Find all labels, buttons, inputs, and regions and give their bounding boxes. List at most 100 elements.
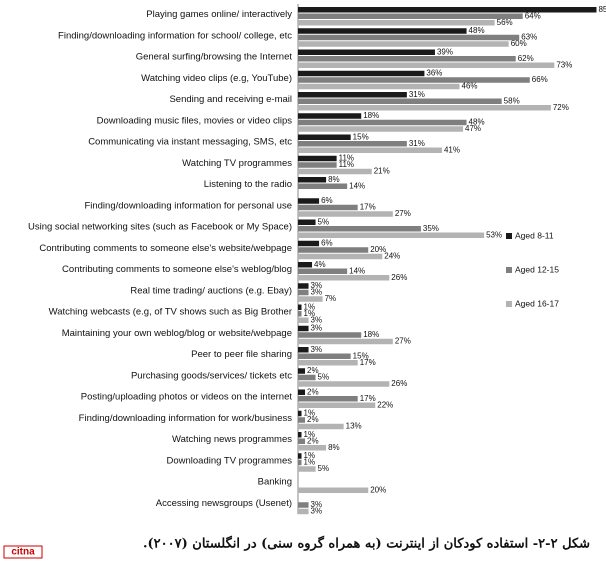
value-label: 2% bbox=[307, 387, 319, 396]
category-label: Finding/downloading information for pers… bbox=[84, 200, 292, 211]
bar bbox=[298, 332, 362, 338]
value-label: 2% bbox=[307, 415, 319, 424]
category-label: Maintaining your own weblog/blog or webs… bbox=[62, 328, 292, 339]
category-label: Finding/downloading information for work… bbox=[79, 413, 293, 424]
bar bbox=[298, 247, 369, 253]
bar bbox=[298, 134, 351, 140]
value-label: 35% bbox=[423, 224, 439, 233]
value-label: 15% bbox=[353, 132, 369, 141]
bar bbox=[298, 502, 309, 508]
value-label: 85% bbox=[598, 5, 606, 14]
value-label: 62% bbox=[518, 54, 534, 63]
value-label: 72% bbox=[553, 103, 569, 112]
bar bbox=[298, 275, 390, 281]
value-label: 11% bbox=[339, 160, 354, 169]
bar bbox=[298, 204, 358, 211]
value-label: 41% bbox=[444, 145, 460, 154]
bar bbox=[298, 396, 358, 402]
value-label: 17% bbox=[360, 203, 376, 212]
bar bbox=[298, 487, 369, 493]
value-label: 3% bbox=[311, 345, 323, 354]
value-label: 1% bbox=[304, 409, 316, 418]
logo: citna bbox=[11, 547, 35, 558]
value-label: 26% bbox=[391, 273, 407, 282]
value-label: 5% bbox=[318, 373, 330, 382]
value-label: 31% bbox=[409, 139, 425, 148]
bar bbox=[298, 262, 313, 268]
bar bbox=[298, 353, 351, 359]
bar bbox=[298, 34, 520, 41]
category-label: Sending and receiving e-mail bbox=[169, 94, 292, 105]
bar bbox=[298, 432, 302, 438]
value-label: 56% bbox=[497, 18, 513, 27]
bar bbox=[298, 325, 309, 332]
category-label: General surfing/browsing the Internet bbox=[136, 52, 293, 63]
category-label: Banking bbox=[258, 477, 292, 488]
bar bbox=[298, 126, 464, 132]
category-label: Real time trading/ auctions (e.g. Ebay) bbox=[130, 285, 292, 296]
value-label: 7% bbox=[325, 294, 337, 303]
value-label: 24% bbox=[384, 252, 400, 261]
bar bbox=[298, 347, 309, 353]
bar bbox=[298, 402, 376, 408]
bar bbox=[298, 105, 551, 111]
bar bbox=[298, 168, 372, 175]
value-label: 22% bbox=[377, 400, 393, 409]
value-label: 31% bbox=[409, 90, 425, 99]
value-label: 1% bbox=[304, 302, 316, 311]
value-label: 17% bbox=[360, 394, 376, 403]
value-label: 26% bbox=[391, 379, 407, 388]
value-label: 58% bbox=[504, 96, 520, 105]
bar bbox=[298, 98, 502, 104]
value-label: 3% bbox=[311, 500, 323, 509]
value-label: 48% bbox=[469, 26, 485, 35]
bar bbox=[298, 147, 442, 153]
category-label: Contributing comments to someone else's … bbox=[62, 264, 292, 275]
category-label: Watching news programmes bbox=[172, 434, 292, 445]
category-label: Finding/downloading information for scho… bbox=[58, 30, 292, 41]
category-label: Listening to the radio bbox=[204, 179, 292, 190]
value-label: 3% bbox=[311, 324, 323, 333]
category-label: Posting/uploading photos or videos on th… bbox=[81, 392, 293, 403]
category-label: Using social networking sites (such as F… bbox=[28, 222, 292, 233]
value-label: 3% bbox=[311, 315, 323, 324]
value-label: 14% bbox=[349, 266, 365, 275]
value-label: 20% bbox=[370, 485, 386, 494]
bar bbox=[298, 219, 316, 225]
legend-swatch bbox=[506, 267, 512, 273]
bar bbox=[298, 438, 306, 444]
bar bbox=[298, 368, 306, 374]
bar bbox=[298, 155, 337, 162]
bar bbox=[298, 70, 425, 77]
bar bbox=[298, 28, 467, 34]
bar bbox=[298, 283, 309, 289]
value-label: 60% bbox=[511, 39, 527, 48]
value-label: 3% bbox=[311, 288, 323, 297]
value-label: 39% bbox=[437, 47, 453, 56]
bar bbox=[298, 141, 407, 147]
caption: شکل ۲-۲- استفاده کودکان از اینترنت (به ه… bbox=[143, 535, 590, 552]
category-label: Watching TV programmes bbox=[182, 158, 292, 169]
value-label: 66% bbox=[532, 75, 548, 84]
bar bbox=[298, 13, 523, 19]
legend-label: Aged 8-11 bbox=[515, 230, 554, 240]
bar bbox=[298, 49, 435, 55]
value-label: 5% bbox=[318, 217, 330, 226]
value-label: 14% bbox=[349, 181, 365, 190]
bar bbox=[298, 453, 302, 459]
value-label: 5% bbox=[318, 464, 330, 473]
value-label: 27% bbox=[395, 209, 411, 218]
bar bbox=[298, 92, 407, 98]
value-label: 1% bbox=[304, 458, 316, 467]
value-label: 6% bbox=[321, 196, 333, 205]
bar bbox=[298, 508, 309, 515]
bar bbox=[298, 183, 348, 189]
bar bbox=[298, 389, 306, 395]
value-label: 3% bbox=[311, 281, 323, 290]
logo-box bbox=[3, 545, 43, 559]
bar bbox=[298, 77, 530, 83]
value-label: 21% bbox=[374, 167, 390, 176]
bar bbox=[298, 466, 316, 472]
bar bbox=[298, 232, 485, 238]
